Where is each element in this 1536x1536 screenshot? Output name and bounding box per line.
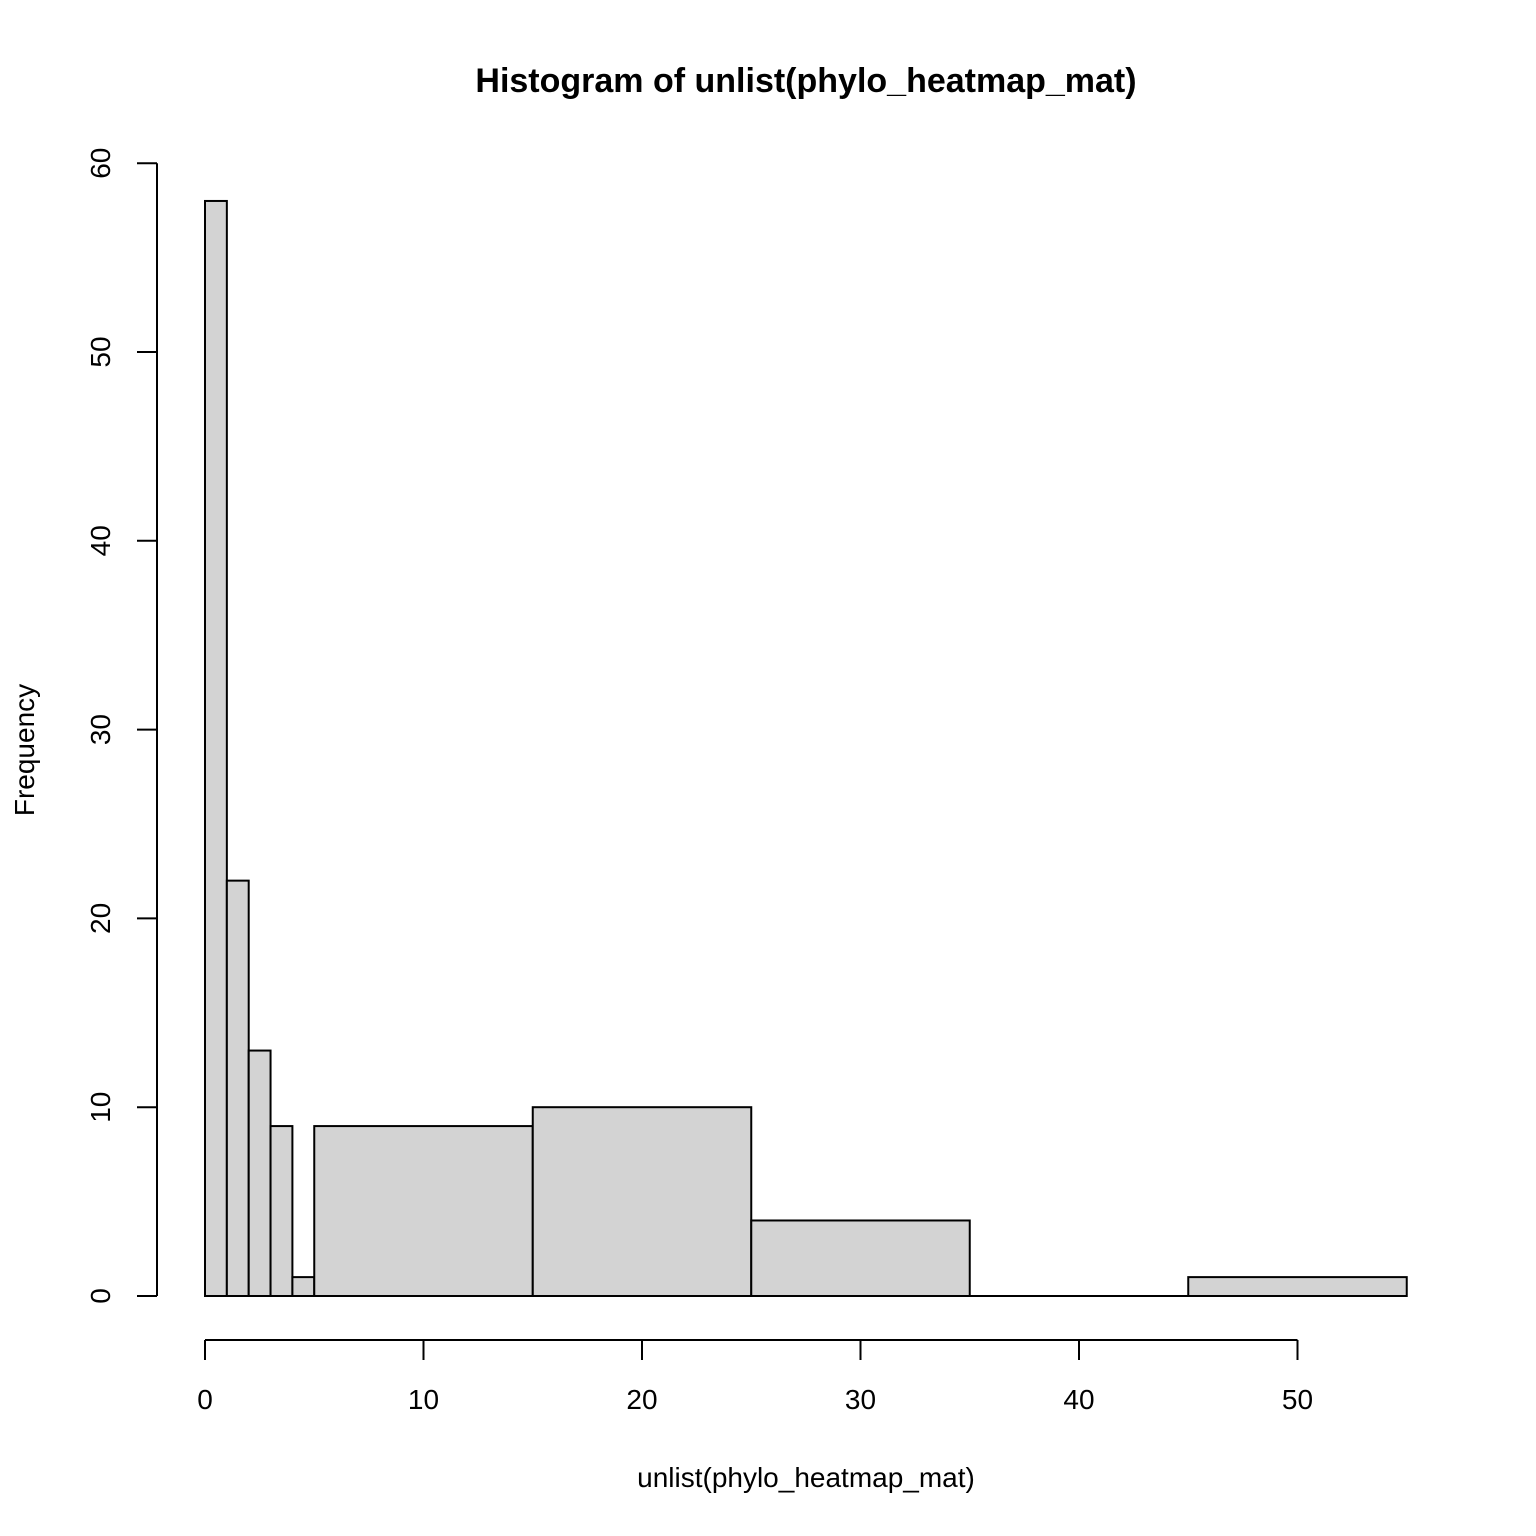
x-tick-label: 30 [845, 1384, 876, 1415]
x-axis-label: unlist(phylo_heatmap_mat) [637, 1462, 975, 1493]
x-tick-label: 10 [408, 1384, 439, 1415]
y-tick-label: 0 [85, 1288, 116, 1304]
y-axis: 0 10 20 30 40 50 60 [85, 148, 158, 1304]
y-tick-label: 30 [85, 714, 116, 745]
x-tick-label: 0 [197, 1384, 213, 1415]
histogram-bar [1187, 1276, 1408, 1297]
y-tick-label: 20 [85, 903, 116, 934]
histogram-bar [269, 1125, 294, 1297]
histogram-bar [750, 1219, 971, 1297]
bars-group [204, 199, 1408, 1298]
y-tick-label: 60 [85, 148, 116, 179]
x-tick-label: 20 [626, 1384, 657, 1415]
y-tick-label: 50 [85, 336, 116, 367]
histogram-bar [204, 199, 228, 1298]
histogram-bar [531, 1106, 753, 1297]
x-axis: 0 10 20 30 40 50 [197, 1339, 1313, 1415]
histogram-bar [225, 879, 250, 1297]
chart-title: Histogram of unlist(phylo_heatmap_mat) [475, 62, 1136, 100]
histogram-bar [247, 1049, 272, 1298]
x-tick-label: 40 [1063, 1384, 1094, 1415]
x-tick-label: 50 [1282, 1384, 1313, 1415]
y-tick-label: 10 [85, 1092, 116, 1123]
y-axis-label: Frequency [9, 684, 40, 816]
histogram-bar [291, 1276, 316, 1297]
histogram-bar [313, 1125, 534, 1297]
y-tick-label: 40 [85, 525, 116, 556]
